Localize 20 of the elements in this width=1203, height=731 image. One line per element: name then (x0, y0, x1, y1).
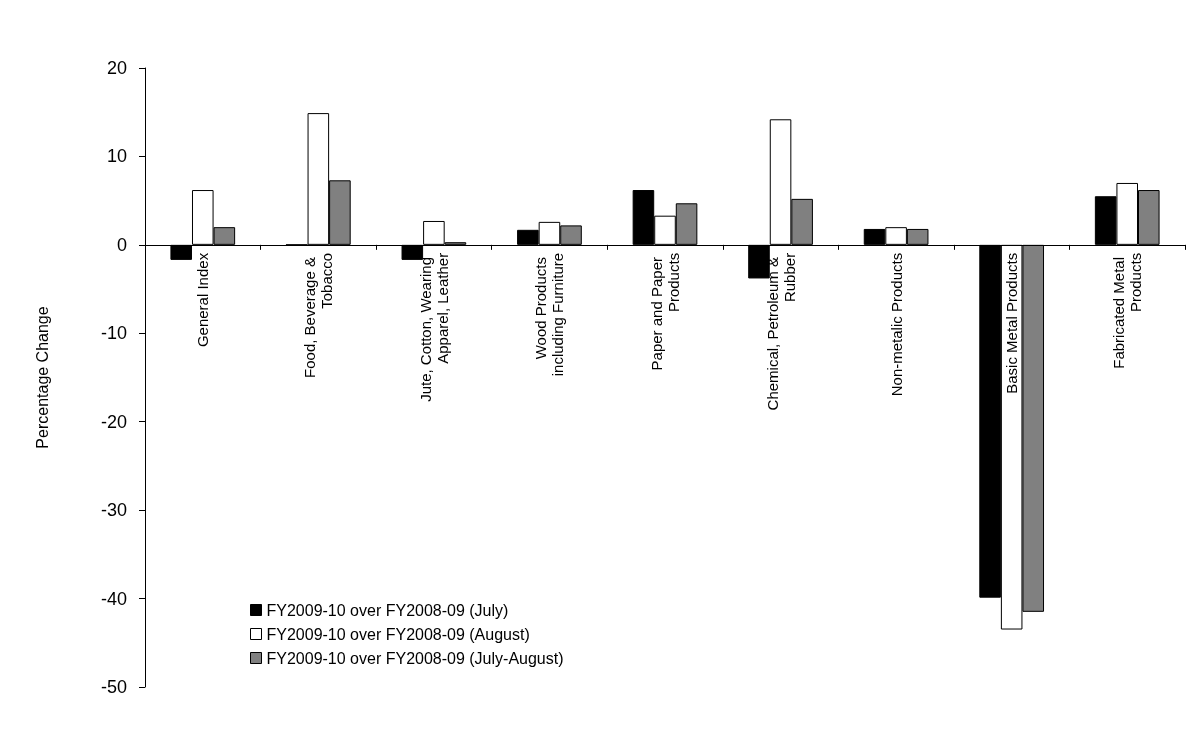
x-tick-label: Wood Products including Furniture (532, 252, 567, 377)
x-tick-label: Non-metalic Products (887, 252, 905, 397)
legend-label: FY2009-10 over FY2008-09 (August) (266, 625, 530, 643)
legend-label: FY2009-10 over FY2008-09 (July) (266, 601, 509, 619)
y-tick-label: -20 (100, 411, 127, 432)
y-tick-label: -40 (100, 588, 127, 609)
y-tick-label: 20 (106, 58, 127, 78)
y-tick-label: -50 (100, 677, 127, 697)
x-tick-label: Food, Beverage & Tobacco (301, 252, 336, 378)
y-axis-title: Percentage Change (33, 306, 51, 449)
x-tick-label: General Index (194, 252, 212, 348)
y-tick-label: -10 (100, 323, 127, 344)
y-tick-label: 10 (106, 146, 127, 167)
y-tick-label: -30 (100, 500, 127, 521)
y-tick-label: 0 (116, 234, 127, 255)
x-tick-label: Jute, Cotton, Wearing Apparel, Leather (416, 252, 451, 402)
x-tick-label: Basic Metal Products (1003, 252, 1021, 394)
x-tick-label: Paper and Paper Products (648, 252, 682, 371)
x-tick-label: Fabricated Metal Products (1110, 252, 1145, 369)
legend-label: FY2009-10 over FY2008-09 (July-August) (266, 649, 564, 667)
